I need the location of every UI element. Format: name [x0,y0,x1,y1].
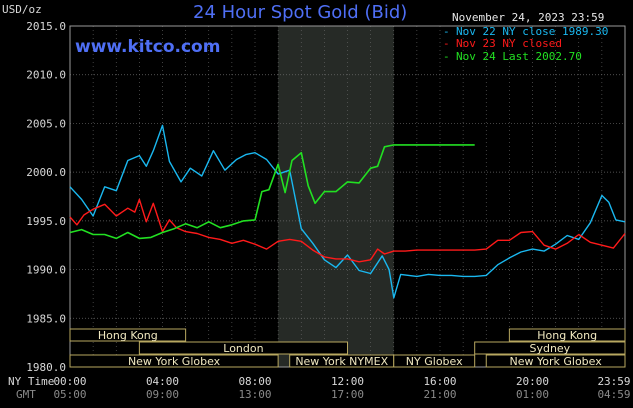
x-tick-label-ny: 00:00 [53,375,86,388]
series-line-1 [69,124,626,299]
x-tick-label-ny: 12:00 [331,375,364,388]
y-tick-label: 2010.0 [26,69,66,82]
legend-nov23: Nov 23 NY closed [456,37,562,50]
market-session-label: London [223,342,263,355]
market-session-label: NY Globex [406,355,463,368]
market-session-box [69,328,187,342]
ny-time-row-label: NY Time [8,375,54,388]
market-session-box [474,341,626,355]
x-tick-label-ny: 08:00 [238,375,271,388]
x-tick-label-gmt: 05:00 [53,388,86,401]
y-tick-label: 1990.0 [26,264,66,277]
legend: - Nov 22 NY close 1989.30 - Nov 23 NY cl… [443,25,608,63]
y-tick-label: 1985.0 [26,312,66,325]
nymex-shaded-region [278,26,394,367]
legend-marker-nov23: - [443,37,450,50]
site-watermark: www.kitco.com [75,37,220,57]
y-tick-label: 1980.0 [26,361,66,374]
market-session-label: Hong Kong [98,329,158,342]
y-tick-label: 1995.0 [26,215,66,228]
market-session-label: New York Globex [128,355,221,368]
market-session-box [138,341,348,355]
market-session-box [485,354,626,368]
market-session-box [69,354,279,368]
chart-date: November 24, 2023 23:59 [452,11,604,24]
market-session-box [393,354,476,368]
legend-marker-nov24: - [443,50,450,63]
legend-marker-nov22: - [443,25,450,38]
series-line-2 [69,198,626,263]
legend-nov22: Nov 22 NY close 1989.30 [456,25,608,38]
market-session-box [508,328,626,342]
chart-title: 24 Hour Spot Gold (Bid) [193,2,407,23]
market-session-label: New York Globex [510,355,603,368]
x-tick-label-ny: 20:00 [516,375,549,388]
x-tick-label-ny: 04:00 [146,375,179,388]
series-line-3 [69,144,475,240]
market-session-label: Sydney [529,342,570,355]
x-tick-label-gmt: 13:00 [238,388,271,401]
y-tick-label: 2015.0 [26,20,66,33]
x-tick-label-gmt: 17:00 [331,388,364,401]
x-tick-label-ny: 23:59 [597,375,630,388]
x-tick-label-gmt: 09:00 [146,388,179,401]
x-tick-label-gmt: 01:00 [516,388,549,401]
x-tick-label-ny: 16:00 [423,375,456,388]
y-tick-label: 2005.0 [26,117,66,130]
market-session-label: New York NYMEX [295,355,388,368]
x-tick-label-gmt: 21:00 [423,388,456,401]
x-tick-label-gmt: 04:59 [597,388,630,401]
market-session-label: Hong Kong [537,329,597,342]
gmt-row-label: GMT [16,388,36,401]
y-axis-unit-label: USD/oz [2,3,42,16]
legend-nov24: Nov 24 Last 2002.70 [456,50,582,63]
y-tick-label: 2000.0 [26,166,66,179]
